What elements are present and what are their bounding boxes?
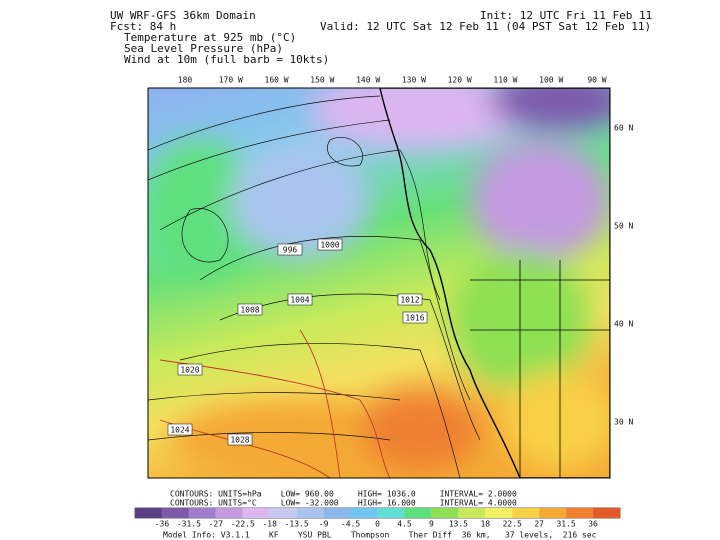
longitude-label: 170 W (219, 76, 243, 85)
header-line: Wind at 10m (full barb = 10kts) (124, 53, 329, 66)
colorbar-label: 13.5 (449, 520, 468, 529)
longitude-label: 150 W (310, 76, 334, 85)
colorbar-swatch (458, 508, 486, 518)
colorbar-label: -9 (319, 520, 329, 529)
pressure-label: 1000 (320, 241, 339, 250)
colorbar-label: -4.5 (341, 520, 360, 529)
pressure-label: 996 (283, 246, 298, 255)
map-field (148, 88, 610, 478)
colorbar-label: -22.5 (231, 520, 255, 529)
colorbar-swatch (350, 508, 378, 518)
pressure-label-box (167, 423, 193, 436)
latitude-label: 60 N (614, 124, 633, 133)
longitude-label: 160 W (265, 76, 289, 85)
colorbar-label: 4.5 (397, 520, 412, 529)
pressure-label-box (177, 363, 203, 376)
colorbar-label: 36 (588, 520, 598, 529)
pressure-label-box (397, 293, 423, 306)
colorbar-swatch (215, 508, 243, 518)
colorbar-swatch (135, 508, 162, 518)
colorbar-label: 31.5 (556, 520, 575, 529)
longitude-label: 90 W (587, 76, 606, 85)
pressure-label: 1024 (170, 426, 189, 435)
header-line: Init: 12 UTC Fri 11 Feb 11 (480, 9, 652, 22)
colorbar-swatch (485, 508, 513, 518)
contour-info: CONTOURS: UNITS=hPa LOW= 960.00 HIGH= 10… (170, 490, 517, 499)
colorbar-swatch (512, 508, 540, 518)
header-line: Temperature at 925 mb (°C) (124, 31, 296, 44)
contour-info: CONTOURS: UNITS=°C LOW= -32.000 HIGH= 16… (170, 499, 517, 508)
pressure-label: 1012 (400, 296, 419, 305)
header-line: Valid: 12 UTC Sat 12 Feb 11 (04 PST Sat … (320, 20, 651, 33)
longitude-label: 120 W (448, 76, 472, 85)
latitude-label: 40 N (614, 320, 633, 329)
colorbar-label: 9 (429, 520, 434, 529)
colorbar-label: -27 (209, 520, 224, 529)
longitude-label: 110 W (493, 76, 517, 85)
pressure-label: 1016 (405, 314, 424, 323)
colorbar-swatch (161, 508, 189, 518)
pressure-label-box (287, 293, 313, 306)
pressure-label-box (277, 243, 303, 256)
pressure-label: 1020 (180, 366, 199, 375)
colorbar-swatch (593, 508, 620, 518)
header-line: UW WRF-GFS 36km Domain (110, 9, 256, 22)
longitude-label: 180 (178, 76, 193, 85)
pressure-label: 1028 (230, 436, 249, 445)
colorbar-label: 22.5 (503, 520, 522, 529)
pressure-label-box (317, 238, 343, 251)
colorbar-swatch (296, 508, 324, 518)
colorbar-label: -13.5 (285, 520, 309, 529)
pressure-label: 1008 (240, 306, 259, 315)
colorbar-swatch (188, 508, 216, 518)
colorbar-swatch (323, 508, 351, 518)
latitude-label: 50 N (614, 222, 633, 231)
colorbar-label: 18 (480, 520, 490, 529)
colorbar-label: 0 (375, 520, 380, 529)
pressure-label-box (237, 303, 263, 316)
colorbar-label: -31.5 (177, 520, 201, 529)
pressure-label-box (227, 433, 253, 446)
pressure-label-box (402, 311, 428, 324)
footer: Model Info: V3.1.1 KF YSU PBL Thompson T… (163, 531, 597, 540)
colorbar-swatch (242, 508, 270, 518)
map-frame (147, 87, 611, 479)
colorbar-swatch (539, 508, 567, 518)
longitude-label: 130 W (402, 76, 426, 85)
colorbar-label: -36 (155, 520, 170, 529)
header-line: Fcst: 84 h (110, 20, 176, 33)
header-line: Sea Level Pressure (hPa) (124, 42, 283, 55)
pressure-label: 1004 (290, 296, 309, 305)
colorbar-swatch (269, 508, 297, 518)
colorbar-swatch (431, 508, 459, 518)
colorbar-label: 27 (534, 520, 544, 529)
colorbar-swatch (404, 508, 432, 518)
colorbar-swatch (377, 508, 405, 518)
latitude-label: 30 N (614, 418, 633, 427)
longitude-label: 140 W (356, 76, 380, 85)
longitude-label: 100 W (539, 76, 563, 85)
colorbar-label: -18 (262, 520, 277, 529)
colorbar-swatch (566, 508, 594, 518)
